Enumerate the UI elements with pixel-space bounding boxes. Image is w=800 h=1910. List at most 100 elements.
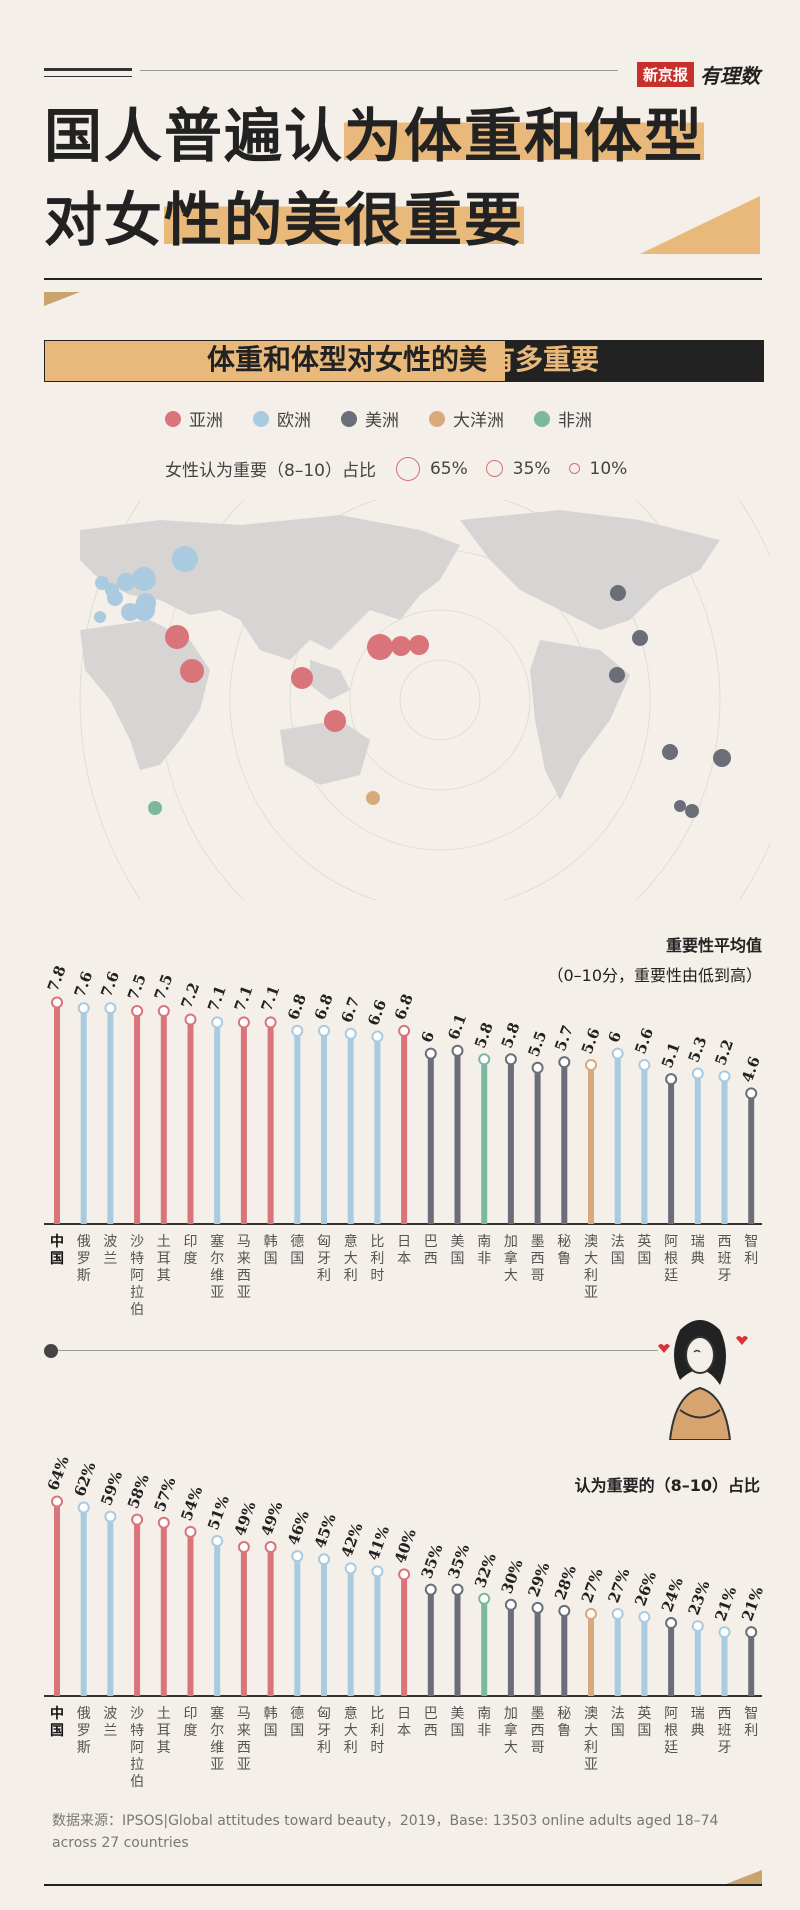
bar-cap bbox=[371, 1030, 384, 1043]
bar-cap bbox=[184, 1525, 197, 1538]
brand-column: 有理数 bbox=[700, 64, 760, 88]
data-label: 54% bbox=[177, 1484, 206, 1523]
bubble-usa bbox=[632, 630, 648, 646]
bar-cap bbox=[211, 1016, 224, 1029]
category-label: 阿根廷 bbox=[664, 1234, 678, 1284]
bar-cap bbox=[585, 1058, 597, 1071]
bar-cap bbox=[691, 1620, 704, 1633]
bar-cap bbox=[264, 1016, 277, 1029]
data-label: 6.1 bbox=[444, 1011, 470, 1042]
separator-line bbox=[58, 1350, 658, 1351]
legend-dot bbox=[165, 410, 181, 427]
category-label: 瑞典 bbox=[691, 1234, 705, 1267]
bubble-turkey bbox=[165, 625, 189, 649]
page-title-line2: 对女性的美很重要 bbox=[44, 186, 525, 254]
category-label: 日本 bbox=[397, 1706, 411, 1739]
category-label: 墨西哥 bbox=[531, 1234, 545, 1284]
data-label: 6.7 bbox=[338, 994, 364, 1025]
bar-cap bbox=[398, 1024, 411, 1037]
bar-cap bbox=[531, 1061, 544, 1074]
data-label: 62% bbox=[71, 1460, 100, 1499]
data-label: 5.6 bbox=[631, 1026, 657, 1057]
data-label: 4.6 bbox=[738, 1054, 764, 1085]
bubble-argentina bbox=[685, 804, 699, 818]
bar-cap bbox=[131, 1005, 144, 1017]
category-label: 塞尔维亚 bbox=[210, 1705, 224, 1773]
bubble-malaysia bbox=[324, 710, 346, 732]
data-label: 6 bbox=[605, 1029, 625, 1045]
category-label: 印度 bbox=[184, 1234, 198, 1267]
title-part4: 性的美很重要 bbox=[164, 186, 525, 254]
bubble-spain bbox=[94, 611, 106, 623]
data-label: 5.8 bbox=[471, 1020, 497, 1051]
header-rule-long bbox=[140, 70, 618, 71]
bar-cap bbox=[504, 1053, 517, 1066]
page-title-line1: 国人普遍认为体重和体型 bbox=[44, 102, 705, 170]
data-label: 5.2 bbox=[711, 1037, 737, 1068]
bar-cap bbox=[611, 1607, 624, 1620]
category-label: 加拿大 bbox=[504, 1234, 518, 1284]
category-label: 智利 bbox=[744, 1706, 758, 1739]
legend-dot bbox=[253, 410, 269, 427]
category-label: 巴西 bbox=[424, 1234, 438, 1267]
size-circle-medium bbox=[485, 460, 503, 477]
category-label: 德国 bbox=[290, 1706, 304, 1739]
bubble-sweden bbox=[134, 571, 146, 583]
world-map bbox=[79, 500, 770, 900]
data-label: 21% bbox=[711, 1584, 740, 1623]
decor-wedge bbox=[44, 292, 80, 306]
bar-cap bbox=[451, 1583, 464, 1596]
bar-cap bbox=[131, 1513, 144, 1526]
bar-cap bbox=[424, 1583, 437, 1596]
bubble-china bbox=[367, 634, 393, 660]
data-label: 7.6 bbox=[97, 969, 123, 1000]
category-label: 匈牙利 bbox=[317, 1234, 331, 1284]
data-label: 27% bbox=[578, 1566, 607, 1605]
data-label: 41% bbox=[364, 1524, 393, 1563]
bar-cap bbox=[157, 1516, 170, 1529]
category-label: 秘鲁 bbox=[557, 1234, 571, 1267]
category-label: 俄罗斯 bbox=[77, 1234, 91, 1284]
region-legend: 亚洲 欧洲 美洲 大洋洲 非洲 bbox=[165, 406, 592, 431]
bar-cap bbox=[745, 1626, 758, 1639]
data-label: 5.6 bbox=[578, 1026, 604, 1057]
bubble-japan bbox=[409, 635, 429, 655]
category-label: 波兰 bbox=[103, 1234, 117, 1267]
category-label: 墨西哥 bbox=[531, 1706, 545, 1756]
bar-cap bbox=[184, 1013, 197, 1026]
data-label: 7.5 bbox=[151, 972, 177, 1003]
size-legend-title: 女性认为重要（8–10）占比 bbox=[165, 461, 376, 481]
bar-cap bbox=[237, 1541, 250, 1554]
land-australia bbox=[280, 720, 370, 785]
category-label: 南非 bbox=[477, 1706, 491, 1739]
bar-cap bbox=[398, 1568, 411, 1581]
category-label: 巴西 bbox=[424, 1706, 438, 1739]
category-label: 美国 bbox=[451, 1234, 465, 1267]
category-label: 意大利 bbox=[344, 1705, 358, 1756]
legend-asia: 亚洲 bbox=[165, 406, 223, 431]
data-label: 32% bbox=[471, 1551, 500, 1590]
brand-logo: 新京报 有理数 bbox=[636, 60, 760, 89]
category-label: 韩国 bbox=[264, 1234, 278, 1267]
bar-cap bbox=[157, 1005, 170, 1017]
data-label: 58% bbox=[124, 1472, 153, 1511]
data-label: 5.1 bbox=[658, 1040, 684, 1071]
category-label: 匈牙利 bbox=[317, 1706, 331, 1756]
land-south-america bbox=[530, 640, 630, 800]
subtitle-part2: 有多重要 bbox=[487, 343, 600, 376]
legend-dot bbox=[429, 410, 445, 427]
category-label: 法国 bbox=[611, 1706, 625, 1739]
data-label: 7.8 bbox=[44, 963, 70, 994]
bar-cap bbox=[718, 1070, 731, 1083]
size-label: 10% bbox=[589, 458, 628, 479]
category-label: 日本 bbox=[397, 1234, 411, 1267]
bar-cap bbox=[504, 1598, 517, 1611]
map-bubbles bbox=[94, 546, 731, 818]
category-label: 澳大利亚 bbox=[584, 1706, 598, 1773]
category-label: 马来西亚 bbox=[237, 1706, 251, 1773]
subtitle-bar bbox=[44, 340, 764, 382]
bar-cap bbox=[424, 1047, 437, 1060]
category-label: 英国 bbox=[637, 1705, 651, 1739]
category-label: 土耳其 bbox=[157, 1234, 171, 1284]
bottom-rule bbox=[44, 1884, 762, 1886]
